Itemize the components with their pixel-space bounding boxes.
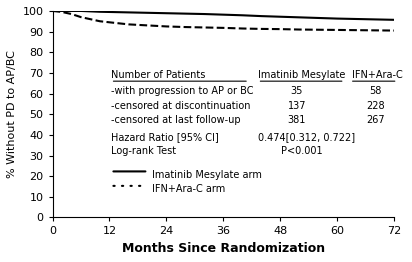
Text: 267: 267 xyxy=(366,115,385,125)
Text: 228: 228 xyxy=(366,101,385,111)
Text: P<0.001: P<0.001 xyxy=(281,146,323,156)
Text: -with progression to AP or BC: -with progression to AP or BC xyxy=(110,86,253,96)
Text: IFN+Ara-C arm: IFN+Ara-C arm xyxy=(152,184,225,194)
Text: 58: 58 xyxy=(369,86,382,96)
Text: Hazard Ratio [95% CI]: Hazard Ratio [95% CI] xyxy=(110,132,218,142)
Text: Imatinib Mesylate arm: Imatinib Mesylate arm xyxy=(152,170,262,180)
Text: 35: 35 xyxy=(290,86,303,96)
Text: 0.474[0.312, 0.722]: 0.474[0.312, 0.722] xyxy=(258,132,355,142)
Text: -censored at discontinuation: -censored at discontinuation xyxy=(110,101,250,111)
X-axis label: Months Since Randomization: Months Since Randomization xyxy=(122,242,325,255)
Text: Number of Patients: Number of Patients xyxy=(110,70,205,80)
Text: IFN+Ara-C: IFN+Ara-C xyxy=(351,70,402,80)
Text: 137: 137 xyxy=(288,101,306,111)
Text: -censored at last follow-up: -censored at last follow-up xyxy=(110,115,240,125)
Text: Imatinib Mesylate: Imatinib Mesylate xyxy=(258,70,345,80)
Text: 381: 381 xyxy=(288,115,306,125)
Y-axis label: % Without PD to AP/BC: % Without PD to AP/BC xyxy=(7,50,17,178)
Text: Log-rank Test: Log-rank Test xyxy=(110,146,176,156)
